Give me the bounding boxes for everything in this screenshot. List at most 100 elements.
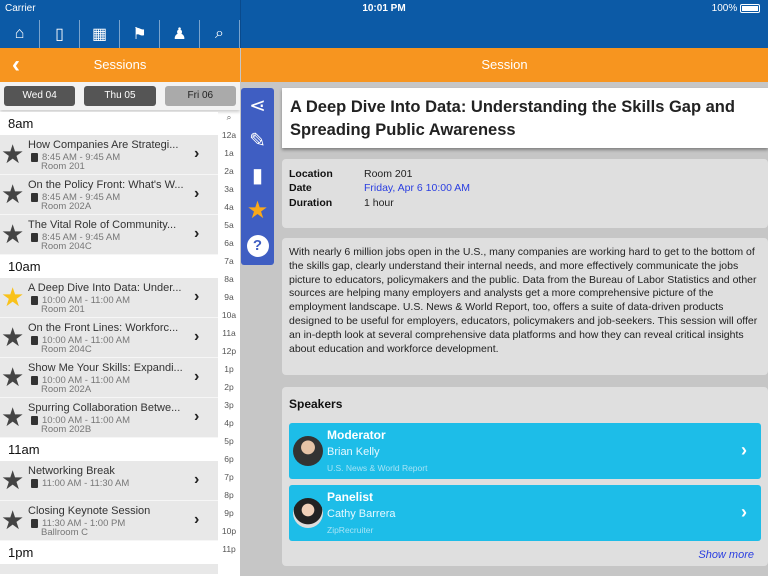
star-icon[interactable]: ★: [1, 505, 25, 535]
session-row[interactable]: ★ On the Front Lines: Workforc... 10:00 …: [0, 318, 218, 358]
session-row[interactable]: ★ A Deep Dive Into Data: Under... 10:00 …: [0, 278, 218, 318]
session-row[interactable]: ★ Networking Break 11:00 AM - 11:30 AM ›: [0, 461, 218, 501]
home-icon[interactable]: ⌂: [0, 20, 40, 48]
help-icon[interactable]: ?: [241, 228, 274, 263]
search-icon[interactable]: ⌕: [200, 20, 240, 48]
session-row[interactable]: ★ The Vital Role of Community... 8:45 AM…: [0, 215, 218, 255]
grid-icon[interactable]: ▦: [80, 20, 120, 48]
speaker-card[interactable]: Moderator Brian Kelly U.S. News & World …: [289, 423, 761, 479]
speaker-org: ZipRecruiter: [327, 525, 374, 535]
speaker-org: U.S. News & World Report: [327, 463, 428, 473]
index-item[interactable]: 3p: [224, 400, 234, 410]
time-header: 11am: [0, 438, 218, 461]
session-time: 10:00 AM - 11:00 AM: [31, 296, 130, 305]
chevron-right-icon: ›: [194, 368, 200, 385]
index-item[interactable]: 1p: [224, 364, 234, 374]
index-item[interactable]: 12a: [221, 130, 237, 140]
time-text: 8:45 AM - 9:45 AM: [42, 192, 121, 203]
session-title: On the Front Lines: Workforc...: [28, 322, 179, 334]
time-index[interactable]: ⌕ 12a 1a 2a 3a 4a 5a 6a 7a 8a 9a 10a 11a 12p 1p 2p 3p 4p…: [218, 112, 240, 576]
star-icon[interactable]: ★: [1, 402, 25, 432]
star-icon[interactable]: ★: [1, 322, 25, 352]
index-item[interactable]: 8a: [224, 274, 234, 284]
session-room: Room 201: [41, 161, 85, 172]
back-button[interactable]: ‹: [12, 51, 20, 78]
index-item[interactable]: 5p: [224, 436, 234, 446]
session-room: Ballroom C: [41, 527, 88, 538]
index-item[interactable]: 10a: [221, 310, 237, 320]
session-time: 11:00 AM - 11:30 AM: [31, 479, 129, 488]
session-time: 11:30 AM - 1:00 PM: [31, 519, 125, 528]
index-item[interactable]: 4a: [224, 202, 234, 212]
session-time: 8:45 AM - 9:45 AM: [31, 153, 120, 162]
pencil-icon[interactable]: ✎: [249, 130, 266, 152]
star-icon[interactable]: ★: [246, 197, 269, 224]
index-item[interactable]: 6a: [224, 238, 234, 248]
chevron-right-icon: ›: [194, 328, 200, 345]
index-item[interactable]: 7p: [224, 472, 234, 482]
index-item[interactable]: 9p: [224, 508, 234, 518]
star-icon[interactable]: ★: [1, 465, 25, 495]
session-title: The Vital Role of Community...: [28, 219, 177, 231]
presentation-icon[interactable]: ⚑: [120, 20, 160, 48]
index-item[interactable]: 6p: [224, 454, 234, 464]
session-title: How Companies Are Strategi...: [28, 139, 179, 151]
session-row[interactable]: ★ Closing Keynote Session 11:30 AM - 1:0…: [0, 501, 218, 541]
session-row[interactable]: ★ On the Policy Front: What's W... 8:45 …: [0, 175, 218, 215]
session-title: Show Me Your Skills: Expandi...: [28, 362, 183, 374]
share-icon[interactable]: ⋖: [249, 95, 266, 117]
star-icon[interactable]: ★: [1, 219, 25, 249]
speaker-card[interactable]: Panelist Cathy Barrera ZipRecruiter ›: [289, 485, 761, 541]
top-nav: ⌂ ▯ ▦ ⚑ ♟ ⌕: [0, 0, 768, 48]
index-item[interactable]: 10p: [221, 526, 237, 536]
index-item[interactable]: 5a: [224, 220, 234, 230]
session-title: On the Policy Front: What's W...: [28, 179, 184, 191]
battery-icon: [740, 3, 760, 13]
index-item[interactable]: 11p: [222, 544, 236, 554]
mobile-icon[interactable]: ▯: [40, 20, 80, 48]
sessions-title: Sessions: [93, 57, 147, 72]
index-item[interactable]: 2a: [224, 166, 234, 176]
person-icon[interactable]: ♟: [160, 20, 200, 48]
chevron-right-icon: ›: [194, 145, 200, 162]
speakers-section: Speakers Moderator Brian Kelly U.S. News…: [282, 387, 768, 566]
star-icon[interactable]: ★: [1, 179, 25, 209]
index-item[interactable]: 11a: [222, 328, 236, 338]
session-row[interactable]: ★ How Companies Are Strategi... 8:45 AM …: [0, 135, 218, 175]
tab-fri[interactable]: Fri 06: [164, 86, 236, 106]
session-row[interactable]: [0, 564, 218, 574]
session-time: 10:00 AM - 11:00 AM: [31, 416, 130, 425]
avatar: [293, 498, 323, 528]
clipboard-icon: [31, 336, 38, 345]
index-item[interactable]: 8p: [224, 490, 234, 500]
index-item[interactable]: 7a: [224, 256, 234, 266]
show-more-link[interactable]: Show more: [698, 549, 754, 561]
clipboard-icon: [31, 376, 38, 385]
date-label: Date: [289, 182, 312, 195]
date-link[interactable]: Friday, Apr 6 10:00 AM: [364, 182, 471, 195]
index-item[interactable]: 4p: [224, 418, 234, 428]
index-search-icon[interactable]: ⌕: [226, 112, 232, 122]
time-text: 10:00 AM - 11:00 AM: [42, 375, 131, 386]
time-text: 8:45 AM - 9:45 AM: [42, 232, 121, 243]
session-row[interactable]: ★ Show Me Your Skills: Expandi... 10:00 …: [0, 358, 218, 398]
star-icon[interactable]: ★: [1, 362, 25, 392]
star-icon[interactable]: ★: [1, 282, 25, 312]
index-item[interactable]: 12p: [221, 346, 237, 356]
session-info: Location Room 201 Date Friday, Apr 6 10:00…: [282, 159, 768, 228]
index-item[interactable]: 1a: [224, 148, 234, 158]
time-text: 8:45 AM - 9:45 AM: [42, 152, 121, 163]
time-header: 8am: [0, 112, 218, 135]
chevron-right-icon: ›: [194, 408, 200, 425]
tab-thu[interactable]: Thu 05: [84, 86, 156, 106]
index-item[interactable]: 3a: [224, 184, 234, 194]
session-room: Room 202A: [41, 384, 92, 395]
star-icon[interactable]: ★: [1, 139, 25, 169]
index-item[interactable]: 2p: [224, 382, 234, 392]
clipboard-icon[interactable]: ▮: [251, 165, 263, 187]
session-row[interactable]: ★ Spurring Collaboration Betwe... 10:00 …: [0, 398, 218, 438]
tab-wed[interactable]: Wed 04: [4, 86, 76, 106]
time-text: 11:00 AM - 11:30 AM: [42, 478, 130, 489]
chevron-right-icon: ›: [194, 185, 200, 202]
index-item[interactable]: 9a: [224, 292, 234, 302]
